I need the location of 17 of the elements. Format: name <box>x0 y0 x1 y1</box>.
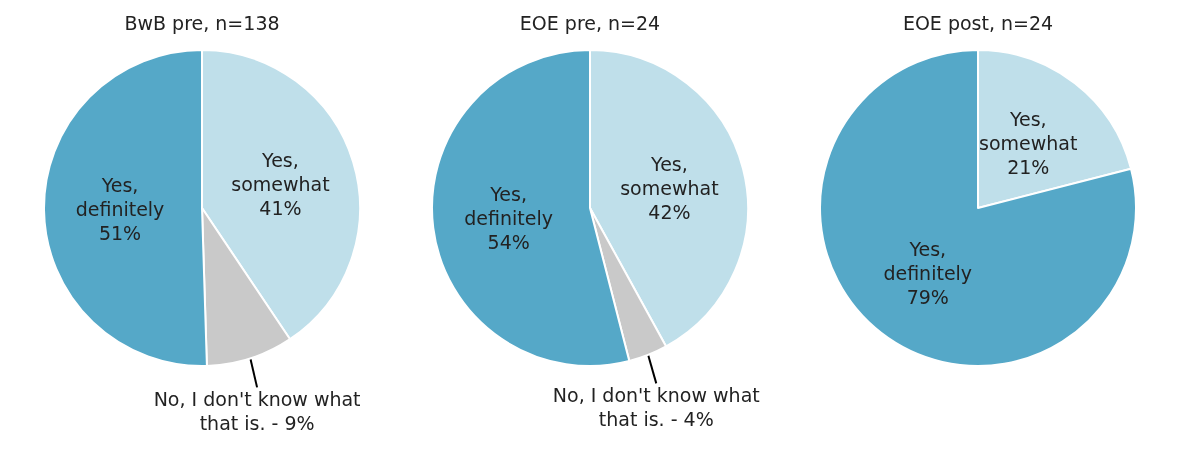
data-label: 42% <box>648 200 691 223</box>
slice-label: Yes, definitely <box>75 174 165 221</box>
slice-label: No, I don't know what that is. - 4% <box>552 384 760 431</box>
slice-label: Yes, somewhat <box>231 149 330 196</box>
data-label: 54% <box>487 231 530 254</box>
data-label: 21% <box>1007 156 1050 179</box>
slice-label: Yes, definitely <box>464 183 553 230</box>
chart-title: EOE pre, n=24 <box>519 11 661 34</box>
slice-label: Yes, somewhat <box>979 108 1078 155</box>
chart-title: EOE post, n=24 <box>902 11 1054 34</box>
chart-title: BwB pre, n=138 <box>124 11 280 34</box>
slice-label: Yes, somewhat <box>620 152 719 199</box>
slice-label: Yes, definitely <box>883 237 973 284</box>
data-label: 79% <box>906 285 949 308</box>
data-label: 51% <box>98 222 142 245</box>
data-label: 41% <box>259 197 302 220</box>
slice-label: No, I don't know what that is. - 9% <box>153 388 361 435</box>
